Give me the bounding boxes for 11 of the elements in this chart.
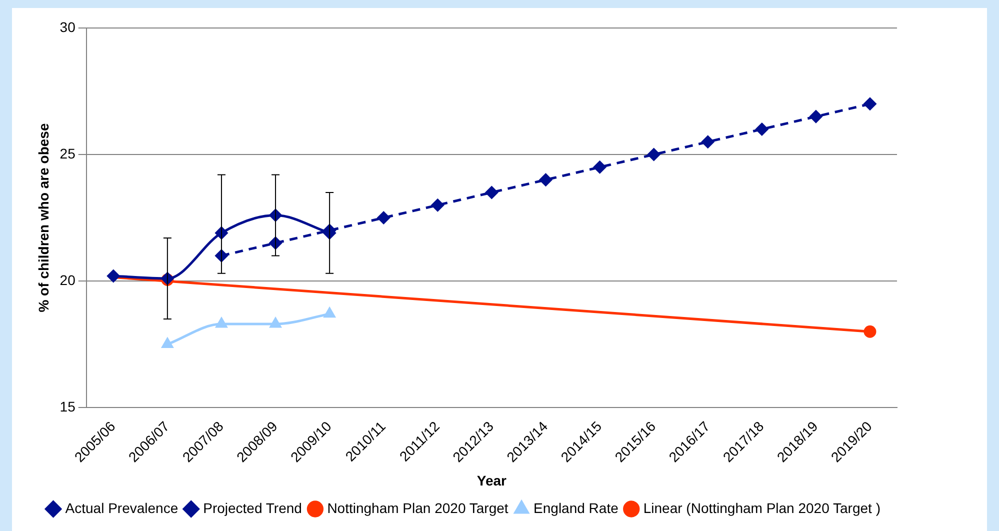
y-tick-label: 20 <box>60 272 76 288</box>
legend-label: Actual Prevalence <box>65 500 178 516</box>
legend-label: Projected Trend <box>203 500 302 516</box>
y-tick-label: 15 <box>60 398 76 414</box>
legend-label: Nottingham Plan 2020 Target <box>327 500 508 516</box>
y-tick-label: 30 <box>60 18 76 35</box>
legend-label: England Rate <box>534 500 619 516</box>
y-axis-title: % of children who are obese <box>35 123 52 312</box>
y-tick-label: 25 <box>60 145 76 162</box>
legend-label: Linear (Nottingham Plan 2020 Target ) <box>643 500 880 516</box>
x-axis-title: Year <box>476 472 508 488</box>
